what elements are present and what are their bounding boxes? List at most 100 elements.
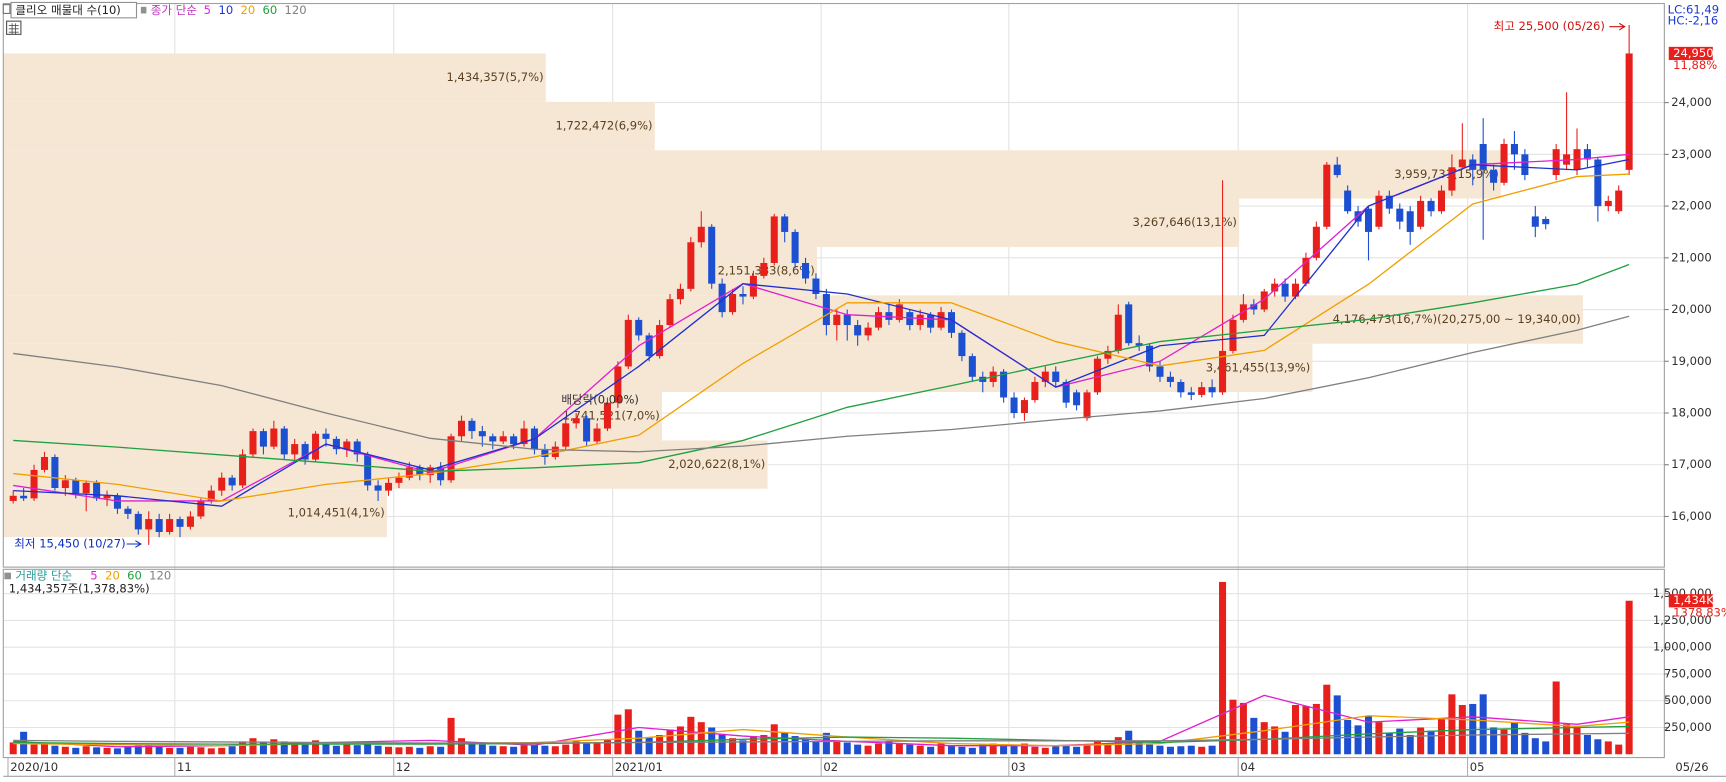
volume-bar: [322, 743, 330, 755]
volume-bar: [40, 743, 49, 755]
volume-bar: [51, 745, 59, 755]
candle-body: [1062, 381, 1070, 403]
candle-body: [916, 314, 924, 326]
volume-profile-label: 3,267,646(13,1%): [1132, 215, 1236, 229]
candle-body: [228, 477, 236, 486]
volume-bar: [301, 744, 309, 755]
candle-body: [562, 423, 570, 447]
y-tick-label: 17,000: [1671, 457, 1711, 471]
candle-body: [1427, 200, 1435, 212]
legend-entry: 60: [263, 3, 278, 17]
candle-body: [239, 454, 247, 486]
volume-bar: [968, 747, 976, 755]
candle-body: [927, 314, 935, 328]
candle-body: [510, 436, 518, 445]
volume-bar: [1187, 745, 1195, 755]
volume-bar: [520, 745, 528, 755]
candle-body: [947, 312, 956, 333]
candle-body: [374, 485, 382, 491]
candle-body: [20, 495, 28, 499]
volume-bar: [989, 743, 997, 755]
candle-body: [1490, 169, 1498, 183]
volume-bar: [781, 732, 789, 755]
settings-icon[interactable]: [6, 20, 22, 35]
candle-body: [958, 332, 966, 357]
volume-bar: [572, 741, 580, 755]
candle-body: [1333, 164, 1341, 176]
volume-bar: [739, 740, 747, 755]
volume-bar: [1166, 746, 1174, 755]
candle-body: [854, 325, 862, 336]
volume-bar: [1479, 694, 1487, 755]
volume-bar: [155, 746, 163, 755]
volume-profile-band: [3, 198, 1240, 247]
candle-body: [760, 262, 768, 276]
volume-profile-band: [3, 101, 655, 151]
candle-body: [770, 216, 778, 263]
ma-legend-title: 종가 단순: [151, 3, 198, 17]
candle-body: [593, 428, 601, 442]
volume-bar: [1208, 745, 1216, 755]
volume-bar: [614, 714, 622, 755]
volume-bar: [239, 741, 247, 755]
candle-body: [259, 431, 267, 447]
volume-bar: [583, 743, 591, 755]
volume-bar: [166, 747, 174, 755]
volume-bar: [447, 717, 455, 755]
volume-ma-line: [13, 725, 1630, 745]
volume-bar: [1437, 718, 1445, 755]
candle-body: [1020, 400, 1028, 414]
y-tick-label: 22,000: [1671, 199, 1711, 213]
y-tick-label: 19,000: [1671, 354, 1711, 368]
volume-bar: [228, 746, 236, 755]
volume-bar: [353, 745, 361, 755]
volume-bar: [468, 742, 476, 755]
volume-legend-title: 거래량 단순: [15, 568, 72, 582]
legend-entry: 10: [219, 3, 234, 17]
volume-change-label: 1378,83%: [1673, 605, 1726, 619]
candle-body: [1271, 283, 1279, 292]
y-tick-label: 250,000: [1664, 720, 1712, 734]
volume-profile-band: [3, 295, 1583, 344]
candle-body: [729, 294, 737, 313]
candle-body: [447, 436, 455, 481]
legend-entry: 5: [204, 3, 211, 17]
volume-bar: [1010, 745, 1018, 755]
candle-body: [1583, 149, 1591, 160]
volume-bar: [197, 747, 205, 755]
price-tag-label: 24,950: [1673, 46, 1713, 60]
legend-entry: 60: [127, 568, 142, 582]
ma-line: [13, 173, 1630, 502]
candle-body: [645, 335, 653, 357]
volume-bar: [1250, 717, 1258, 755]
volume-bar: [1302, 706, 1310, 755]
candle-body: [864, 327, 872, 336]
volume-profile-band: [3, 53, 546, 102]
candle-body: [1531, 216, 1539, 227]
ex-dividend-label: 배당락(0,00%): [561, 392, 639, 406]
candle-body: [1417, 200, 1425, 227]
candle-body: [687, 242, 695, 289]
volume-bar: [1448, 694, 1456, 755]
volume-bar: [9, 742, 17, 755]
volume-bar: [437, 746, 445, 755]
ma-line: [13, 263, 1630, 473]
candle-body: [635, 319, 643, 336]
candle-body: [697, 226, 705, 243]
volume-bar: [1625, 600, 1633, 755]
volume-profile-layer: 1,014,451(4,1%)2,020,622(8,1%)1,741,521(…: [3, 53, 1583, 538]
volume-bar: [1531, 738, 1539, 755]
volume-bar: [103, 747, 111, 755]
candle-body: [1281, 283, 1289, 297]
volume-bar: [1281, 731, 1289, 755]
y-tick-label: 16,000: [1671, 509, 1711, 523]
y-tick-label: 21,000: [1671, 250, 1711, 264]
candle-body: [1396, 208, 1404, 222]
candle-body: [134, 513, 142, 530]
candle-body: [1135, 343, 1143, 346]
volume-bar: [1239, 702, 1247, 755]
volume-bar: [270, 739, 278, 755]
y-tick-label: 18,000: [1671, 406, 1711, 420]
candle-body: [186, 516, 194, 527]
volume-profile-label: 3,461,455(13,9%): [1206, 360, 1310, 374]
